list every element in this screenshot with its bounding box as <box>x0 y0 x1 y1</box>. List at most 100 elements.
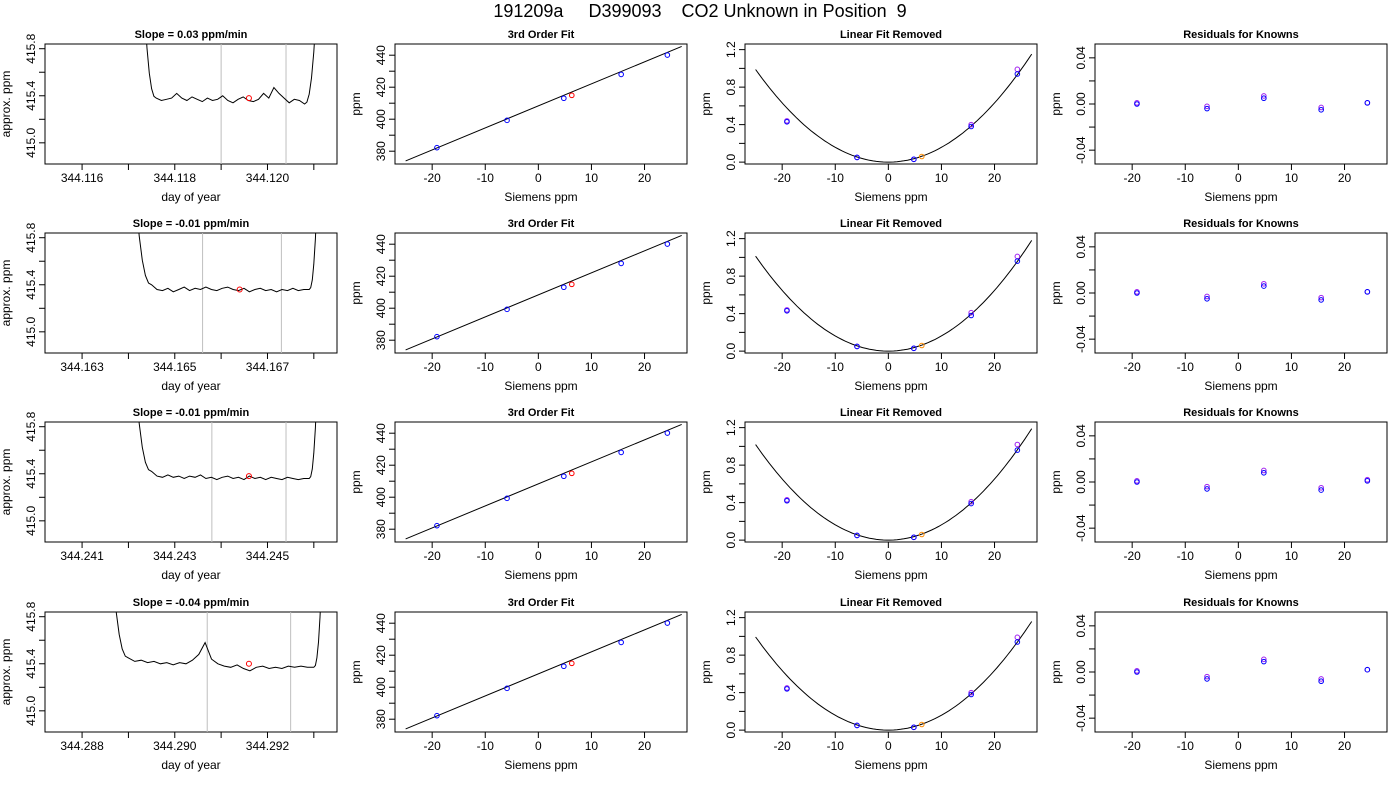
plot-frame <box>394 43 688 165</box>
known-point <box>504 117 510 124</box>
x-tick-label: 10 <box>1285 360 1299 374</box>
x-tick-label: -10 <box>827 739 845 753</box>
x-tick-label: 0 <box>885 171 892 185</box>
x-tick-label: -20 <box>1123 171 1141 185</box>
x-axis-label: day of year <box>161 190 220 204</box>
known-point <box>968 500 974 507</box>
y-axis-label: ppm <box>349 660 363 683</box>
plot-area <box>755 428 1033 541</box>
y-tick-label: 380 <box>374 519 388 539</box>
panel-r2c4: Residuals for Knowns Siemens ppm ppm -20 -10… <box>1049 218 1388 393</box>
y-tick-label: 400 <box>374 677 388 697</box>
x-tick-label: -10 <box>477 739 495 753</box>
known-point-alt <box>968 121 974 128</box>
panel-r4c4: Residuals for Knowns Siemens ppm ppm -20 -10… <box>1049 597 1388 772</box>
y-tick-label: 440 <box>374 423 388 443</box>
known-point <box>1014 639 1021 645</box>
known-point <box>561 95 567 102</box>
known-point <box>434 333 440 340</box>
plot-frame <box>44 43 338 165</box>
y-axis-label: ppm <box>699 660 713 683</box>
y-tick-label: 415.4 <box>24 80 38 110</box>
x-tick-label: 10 <box>1285 171 1299 185</box>
y-tick-label: 415.0 <box>24 127 38 157</box>
plot-frame <box>744 43 1038 165</box>
fit-line <box>405 45 682 162</box>
panel-r2c2: 3rd Order Fit Siemens ppm ppm -20 -10 0 10 20 38… <box>349 218 688 393</box>
known-point <box>504 685 510 692</box>
y-tick-label: 415.0 <box>24 695 38 725</box>
plot-area <box>405 234 682 351</box>
y-tick-label: 0.00 <box>1074 92 1088 116</box>
y-tick-label: 0.04 <box>1074 235 1088 259</box>
y-tick-label: 415.8 <box>24 33 38 63</box>
panel-r4c3: Linear Fit Removed Siemens ppm ppm -20 -10 0 1… <box>699 597 1038 772</box>
x-axis-label: Siemens ppm <box>504 568 577 582</box>
y-tick-label: 0.04 <box>1074 424 1088 448</box>
x-axis-label: Siemens ppm <box>854 190 927 204</box>
y-tick-label: 400 <box>374 109 388 129</box>
y-tick-label: 0.8 <box>724 267 738 284</box>
x-tick-label: -10 <box>477 549 495 563</box>
y-tick-label: 415.4 <box>24 648 38 678</box>
panel-r4c1: Slope = -0.04 ppm/min day of year approx. … <box>0 597 338 772</box>
y-tick-label: -0.04 <box>1074 325 1088 353</box>
known-point-alt <box>1204 673 1210 680</box>
x-axis-label: Siemens ppm <box>504 190 577 204</box>
known-point <box>1204 676 1210 682</box>
y-tick-label: 420 <box>374 266 388 286</box>
panel-title: 3rd Order Fit <box>508 29 575 41</box>
known-point-alt <box>1014 253 1021 260</box>
known-point <box>784 497 790 504</box>
x-tick-label: -20 <box>773 171 791 185</box>
known-point <box>618 71 624 78</box>
x-tick-label: 0 <box>885 739 892 753</box>
x-tick-label: 20 <box>1338 171 1352 185</box>
y-axis-label: ppm <box>1049 92 1063 115</box>
fit-curve <box>755 621 1033 731</box>
known-point-alt <box>1014 441 1021 448</box>
x-tick-label: 344.245 <box>246 549 290 563</box>
fit-line <box>405 234 682 351</box>
known-point-alt <box>1204 103 1210 110</box>
plot-frame <box>744 421 1038 543</box>
panel-title: Linear Fit Removed <box>840 597 942 609</box>
y-tick-label: 0.0 <box>724 531 738 548</box>
x-tick-label: -10 <box>1177 171 1195 185</box>
known-point <box>1318 297 1324 303</box>
plot-area <box>755 621 1033 731</box>
fit-curve <box>755 428 1033 541</box>
concentration-trace <box>138 422 317 481</box>
y-tick-label: -0.04 <box>1074 704 1088 732</box>
y-axis-label: approx. ppm <box>0 449 13 516</box>
y-tick-label: 0.00 <box>1074 281 1088 305</box>
y-tick-label: 0.04 <box>1074 46 1088 70</box>
known-point <box>1134 290 1140 296</box>
figure-title: 191209a D399093 CO2 Unknown in Position … <box>493 1 907 21</box>
plot-frame <box>44 421 338 543</box>
unknown-point <box>918 153 925 160</box>
x-tick-label: 0 <box>1235 171 1242 185</box>
x-tick-label: 344.167 <box>246 360 290 374</box>
x-axis-label: Siemens ppm <box>854 568 927 582</box>
panel-title: Linear Fit Removed <box>840 218 942 230</box>
x-tick-label: 344.163 <box>60 360 104 374</box>
y-tick-label: 420 <box>374 455 388 475</box>
plot-frame <box>394 421 688 543</box>
x-tick-label: 344.120 <box>246 171 290 185</box>
plot-area <box>755 53 1033 163</box>
y-tick-label: 420 <box>374 645 388 665</box>
known-point <box>1364 289 1371 295</box>
y-axis-label: approx. ppm <box>0 260 13 327</box>
plot-frame <box>394 232 688 354</box>
x-tick-label: 344.116 <box>61 171 104 185</box>
known-point <box>784 308 790 314</box>
x-tick-label: 344.292 <box>246 739 290 753</box>
known-point <box>1014 71 1021 77</box>
y-tick-label: 440 <box>374 45 388 65</box>
known-point <box>854 722 860 729</box>
x-tick-label: 0 <box>1235 360 1242 374</box>
panel-title: Residuals for Knowns <box>1183 407 1299 419</box>
x-tick-label: -10 <box>477 360 495 374</box>
known-point <box>1134 479 1140 485</box>
